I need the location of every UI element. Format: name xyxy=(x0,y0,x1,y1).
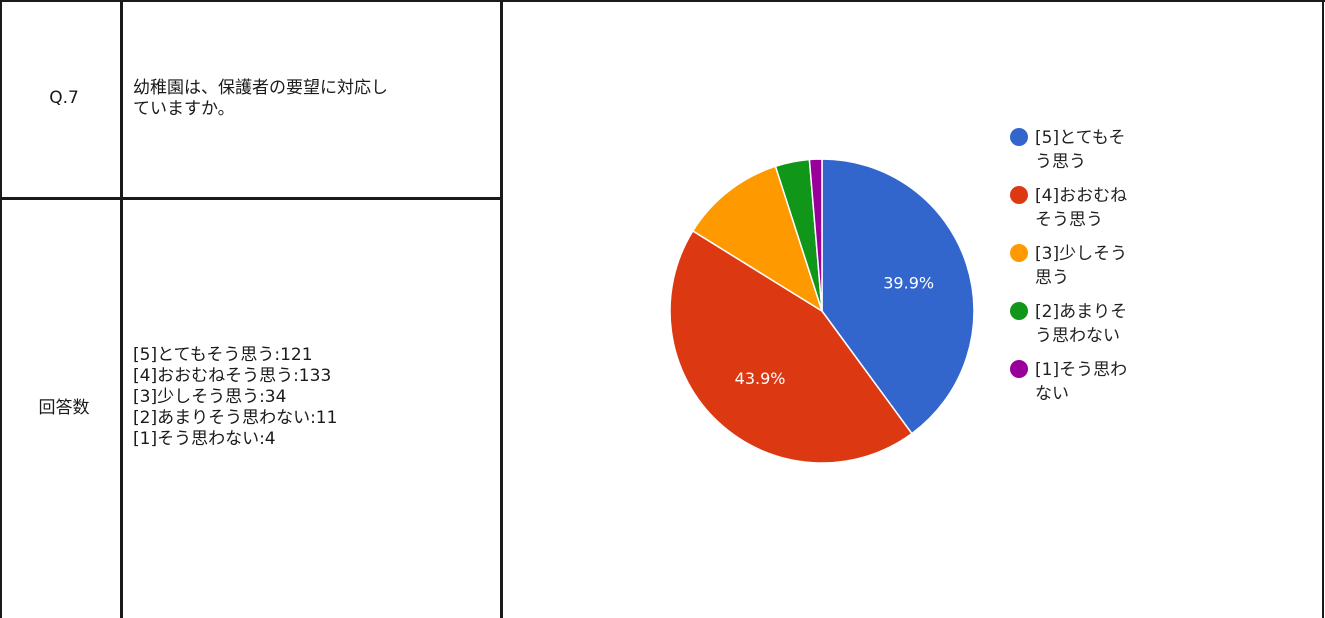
answer-item: [3]少しそう思う:34 xyxy=(133,387,287,407)
legend-label: そう思う xyxy=(1035,210,1103,230)
answer-item: [4]おおむねそう思う:133 xyxy=(133,366,332,386)
answer-item: [5]とてもそう思う:121 xyxy=(133,345,313,365)
question-text: 幼稚園は、保護者の要望に対応し ていますか。 xyxy=(133,78,388,119)
column-divider-2 xyxy=(500,0,503,618)
answer-item: [2]あまりそう思わない:11 xyxy=(133,408,338,428)
answer-list: [5]とてもそう思う:121 [4]おおむねそう思う:133 [3]少しそう思う… xyxy=(133,345,493,450)
table-border-left xyxy=(0,0,2,618)
pie-slice xyxy=(808,158,823,312)
legend-label: ない xyxy=(1035,384,1069,404)
pie-slice xyxy=(821,158,975,435)
legend-marker xyxy=(1010,244,1028,262)
legend-marker xyxy=(1010,128,1028,146)
legend-label: 思う xyxy=(1035,268,1069,288)
table-border-right xyxy=(1322,0,1324,618)
pie-slice xyxy=(669,229,913,464)
legend-label: [2]あまりそ xyxy=(1035,302,1127,322)
answer-item: [1]そう思わない:4 xyxy=(133,429,276,449)
row-divider xyxy=(0,197,502,200)
slice-percent-label: 43.9% xyxy=(735,369,786,388)
legend-label: [3]少しそう xyxy=(1035,244,1127,264)
table-border-top xyxy=(0,0,1325,2)
legend-label: う思う xyxy=(1035,152,1086,172)
legend-label: [1]そう思わ xyxy=(1035,360,1127,380)
legend-marker xyxy=(1010,302,1028,320)
pie-chart: 39.9% 43.9% [5]とてもそう思う [4]おおむねそう思う [3]少しそう思… xyxy=(669,128,1127,464)
question-number: Q.7 xyxy=(49,88,79,108)
chart-legend: [5]とてもそう思う [4]おおむねそう思う [3]少しそう思う [2]あまりそう思わ… xyxy=(1010,128,1127,404)
pie-slices xyxy=(669,158,975,464)
column-divider-1 xyxy=(120,0,123,618)
answer-count-label: 回答数 xyxy=(38,398,90,418)
legend-label: [5]とてもそ xyxy=(1035,128,1125,148)
slice-percent-label: 39.9% xyxy=(883,274,934,293)
legend-label: う思わない xyxy=(1035,326,1120,346)
pie-slice xyxy=(691,165,824,313)
legend-marker xyxy=(1010,186,1028,204)
legend-label: [4]おおむね xyxy=(1035,186,1127,206)
legend-marker xyxy=(1010,360,1028,378)
pie-slice-labels: 39.9% 43.9% xyxy=(735,274,934,388)
